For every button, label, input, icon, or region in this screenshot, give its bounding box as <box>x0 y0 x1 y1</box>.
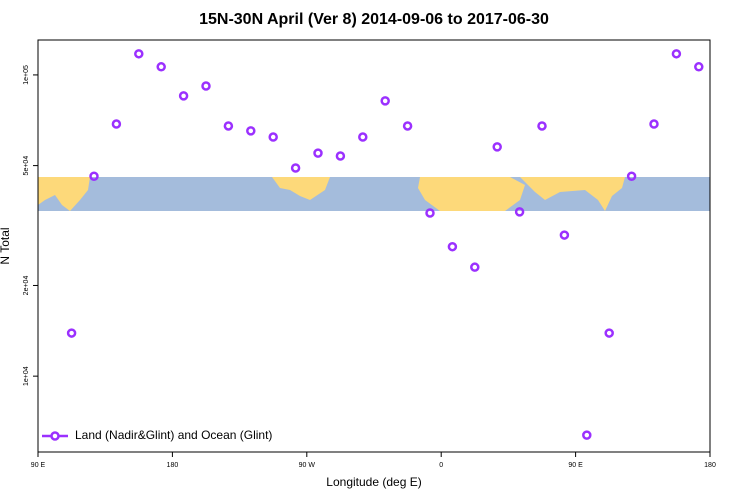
legend-label: Land (Nadir&Glint) and Ocean (Glint) <box>75 428 272 442</box>
x-tick-label: 180 <box>704 462 716 469</box>
point <box>671 49 682 59</box>
point <box>201 81 211 91</box>
x-tick-label: 90 W <box>299 462 316 469</box>
point <box>380 96 390 106</box>
x-tick-label: 90 E <box>568 462 583 469</box>
point <box>66 328 77 338</box>
point <box>626 171 637 181</box>
point <box>402 121 413 131</box>
point <box>134 49 144 59</box>
y-tick-label: 1e+04 <box>23 366 30 386</box>
point <box>178 91 189 101</box>
y-tick-label: 2e+04 <box>23 276 30 296</box>
point <box>649 119 659 129</box>
x-axis-label: Longitude (deg E) <box>326 475 421 489</box>
point <box>358 132 368 142</box>
point <box>604 328 614 338</box>
point <box>425 208 435 218</box>
x-tick-label: 180 <box>167 462 179 469</box>
point <box>111 119 122 129</box>
point <box>582 430 592 440</box>
point <box>492 142 502 152</box>
point <box>246 126 256 136</box>
point <box>514 207 525 217</box>
point <box>223 121 234 131</box>
point <box>537 121 547 131</box>
legend-marker <box>50 431 60 441</box>
point <box>290 163 301 173</box>
y-axis-label: N Total <box>0 227 12 264</box>
point <box>268 132 278 142</box>
point <box>447 241 458 252</box>
y-tick-label: 1e+05 <box>23 65 30 85</box>
point <box>559 230 570 240</box>
x-tick-label: 0 <box>439 462 443 469</box>
point <box>156 62 166 72</box>
map-band <box>38 177 710 211</box>
plot-box <box>37 39 711 453</box>
point <box>313 148 323 158</box>
point <box>470 262 480 272</box>
x-tick-label: 90 E <box>31 462 46 469</box>
point <box>335 151 346 161</box>
point <box>89 171 99 181</box>
chart-title: 15N-30N April (Ver 8) 2014-09-06 to 2017… <box>199 11 549 28</box>
y-tick-label: 5e+04 <box>23 156 30 176</box>
point <box>694 62 704 72</box>
